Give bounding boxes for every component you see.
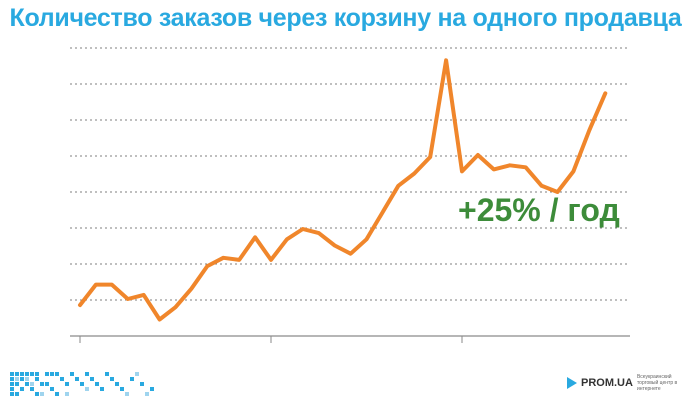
- brand-tagline: Всеукраинский торговый центр в интернете: [636, 374, 678, 392]
- pixel-logo: [10, 370, 160, 403]
- series-line: [78, 58, 608, 322]
- growth-annotation: +25% / год: [458, 192, 620, 228]
- prom-logo-icon: [567, 377, 577, 389]
- x-tick-label: 2013: [257, 349, 286, 350]
- line-chart: 2012 2013 2014: [66, 47, 630, 350]
- x-tick-label: 2014: [448, 349, 477, 350]
- x-axis-ticks: 2012 2013 2014: [66, 336, 477, 350]
- gridlines: [70, 47, 630, 301]
- chart-title: Количество заказов через корзину на одно…: [9, 4, 682, 32]
- brand-logo: PROM.UA Всеукраинский торговый центр в и…: [566, 374, 687, 392]
- x-tick-label: 2012: [66, 349, 95, 350]
- brand-name: PROM.UA: [581, 377, 633, 389]
- series-layer: [78, 58, 608, 322]
